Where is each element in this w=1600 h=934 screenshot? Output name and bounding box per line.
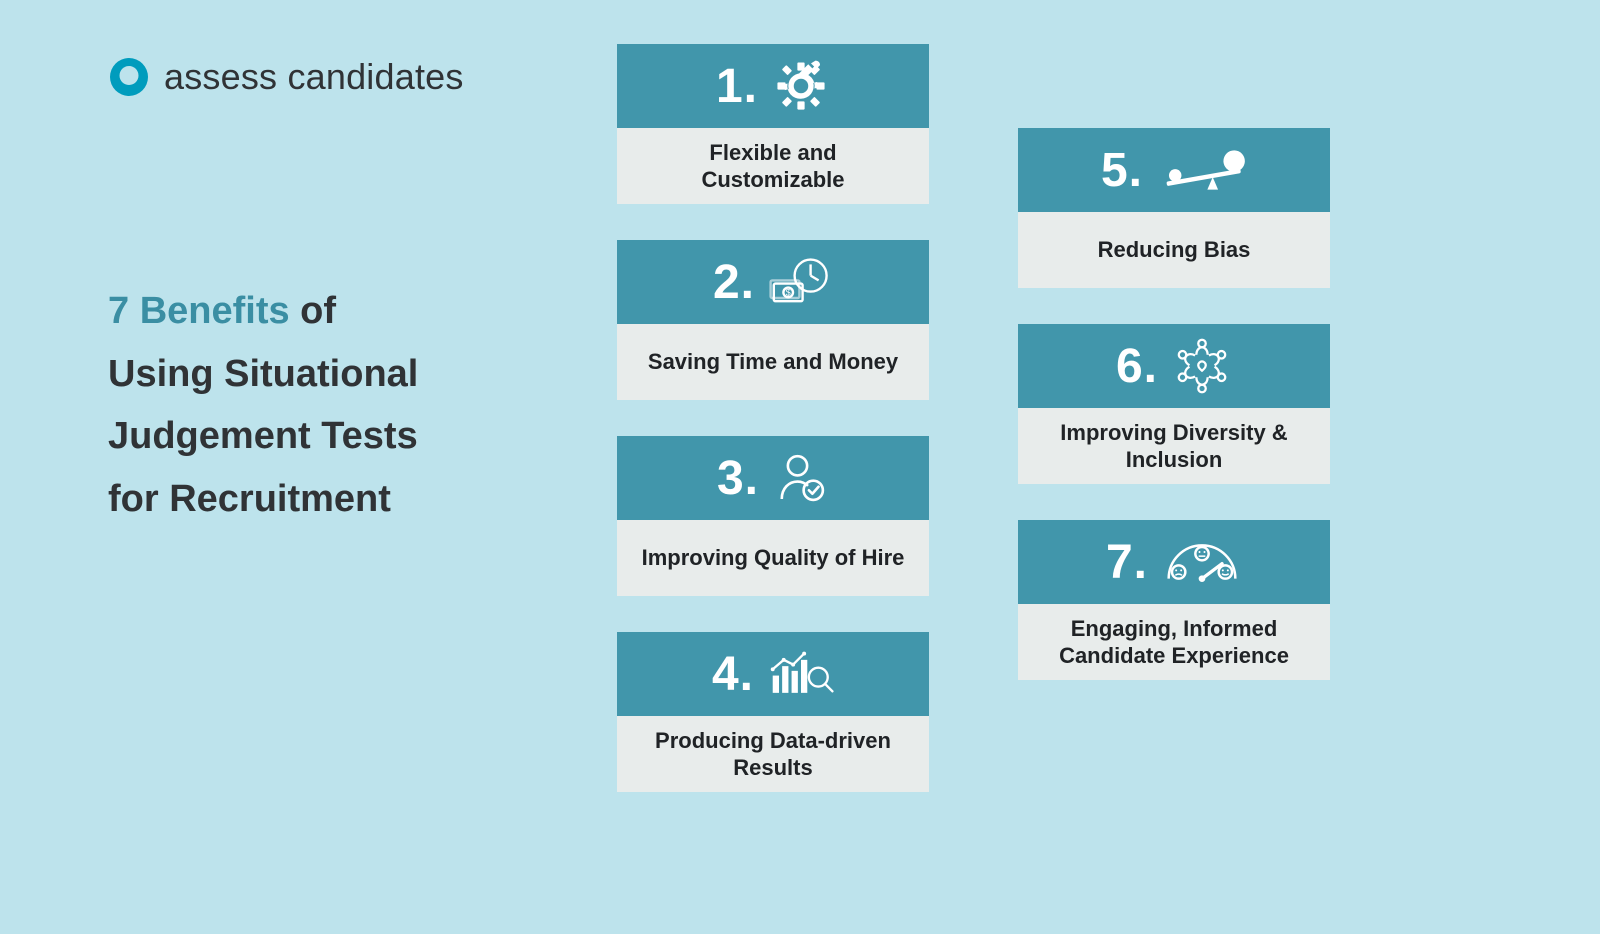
headline-accent: 7 Benefits — [108, 290, 290, 332]
card-bottom: Flexible and Customizable — [617, 128, 929, 204]
card-label: Engaging, Informed Candidate Experience — [1036, 615, 1312, 670]
benefit-card-3: 3. Improving Quality of Hire — [617, 436, 929, 596]
card-number: 4. — [712, 647, 754, 702]
card-label: Reducing Bias — [1098, 236, 1251, 264]
card-label: Saving Time and Money — [648, 348, 898, 376]
benefit-card-7: 7. — [1018, 520, 1330, 680]
analytics-icon — [768, 647, 834, 701]
headline-line-4: for Recruitment — [108, 468, 568, 531]
user-check-icon — [773, 450, 829, 506]
brand-logo: assess candidates — [108, 56, 464, 98]
card-label: Improving Diversity & Inclusion — [1036, 419, 1312, 474]
card-top: 3. — [617, 436, 929, 520]
gear-wrench-icon — [772, 57, 830, 115]
card-number: 1. — [716, 59, 758, 114]
cards-column-2: 5. Reducing Bias 6. — [1018, 128, 1330, 680]
card-top: 2. $ — [617, 240, 929, 324]
card-number: 2. — [713, 255, 755, 310]
card-number: 3. — [717, 451, 759, 506]
headline: 7 Benefits of Using Situational Judgemen… — [108, 280, 568, 531]
benefit-card-1: 1. Flexible and Customizable — [617, 44, 929, 204]
card-top: 6. — [1018, 324, 1330, 408]
benefit-card-5: 5. Reducing Bias — [1018, 128, 1330, 288]
card-top: 4. — [617, 632, 929, 716]
logo-text: assess candidates — [164, 56, 464, 98]
card-bottom: Producing Data-driven Results — [617, 716, 929, 792]
card-label: Improving Quality of Hire — [642, 544, 905, 572]
card-number: 6. — [1116, 339, 1158, 394]
card-number: 5. — [1101, 143, 1143, 198]
card-bottom: Saving Time and Money — [617, 324, 929, 400]
headline-line-2: Using Situational — [108, 343, 568, 406]
cards-column-1: 1. Flexible and Customizable — [617, 44, 929, 792]
card-number: 7. — [1106, 535, 1148, 590]
card-bottom: Improving Quality of Hire — [617, 520, 929, 596]
benefit-card-2: 2. $ Saving Time and Money — [617, 240, 929, 400]
benefit-card-6: 6. — [1018, 324, 1330, 484]
card-bottom: Reducing Bias — [1018, 212, 1330, 288]
balance-icon — [1157, 145, 1247, 195]
logo-mark-icon — [108, 56, 150, 98]
svg-text:$: $ — [786, 288, 791, 298]
clock-money-icon: $ — [769, 254, 833, 310]
card-label: Producing Data-driven Results — [635, 727, 911, 782]
card-top: 1. — [617, 44, 929, 128]
card-bottom: Engaging, Informed Candidate Experience — [1018, 604, 1330, 680]
card-label: Flexible and Customizable — [635, 139, 911, 194]
headline-rest: of — [290, 290, 336, 332]
card-bottom: Improving Diversity & Inclusion — [1018, 408, 1330, 484]
gauge-faces-icon — [1162, 535, 1242, 589]
headline-line-1: 7 Benefits of — [108, 280, 568, 343]
headline-line-3: Judgement Tests — [108, 405, 568, 468]
benefit-card-4: 4. Producing Data-driven Result — [617, 632, 929, 792]
card-top: 7. — [1018, 520, 1330, 604]
people-circle-icon — [1172, 336, 1232, 396]
card-top: 5. — [1018, 128, 1330, 212]
